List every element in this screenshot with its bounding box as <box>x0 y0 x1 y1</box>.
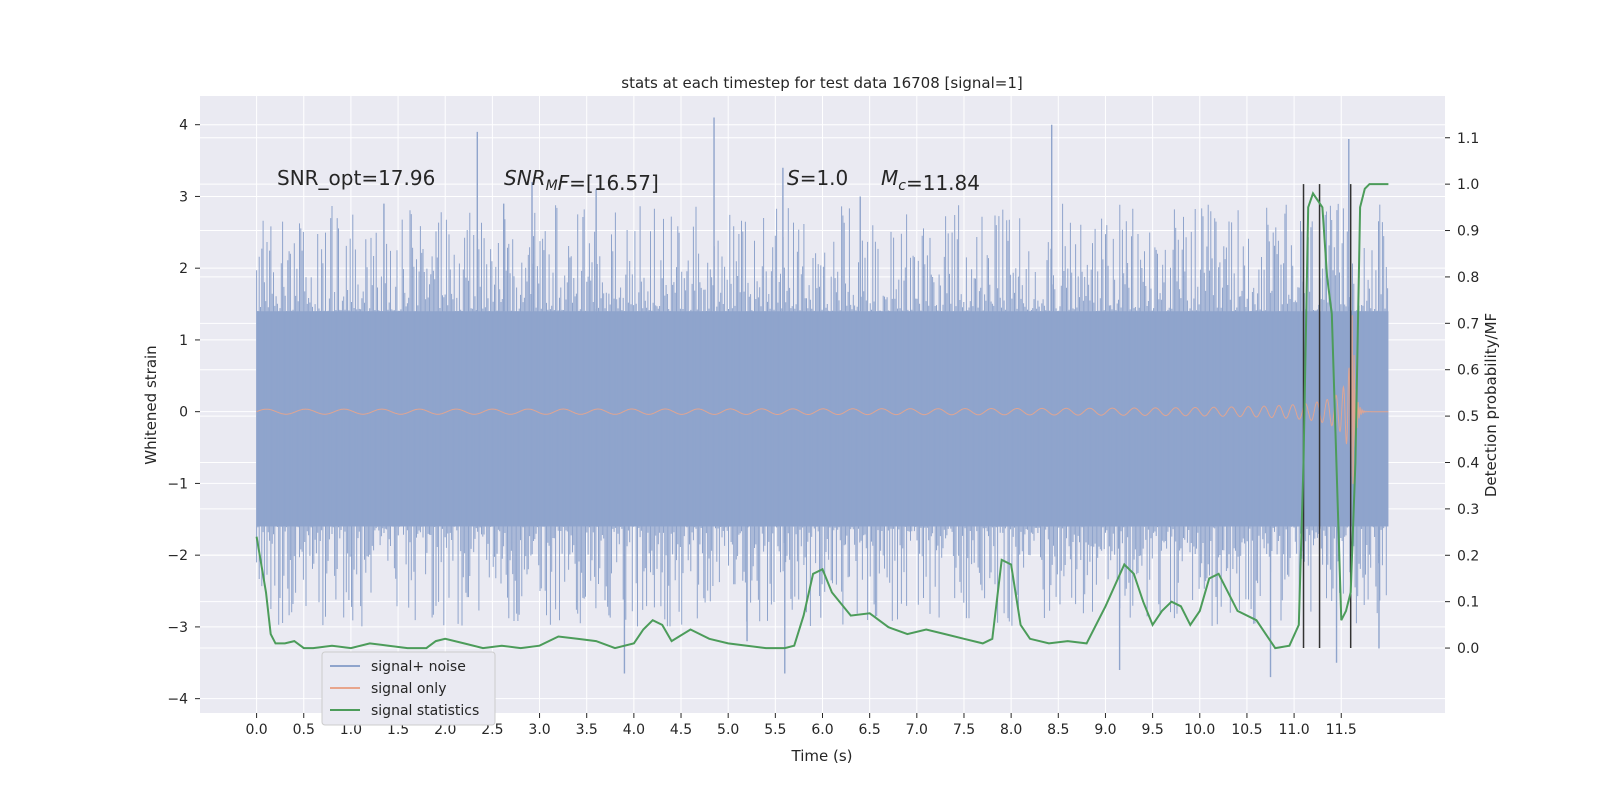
x-tick-label: 11.0 <box>1279 722 1310 738</box>
annotation-text: SNR_opt=17.96 <box>277 166 435 190</box>
x-tick-label: 3.0 <box>528 722 550 738</box>
x-tick-label: 4.5 <box>670 722 692 738</box>
x-tick-label: 2.0 <box>434 722 456 738</box>
x-tick-label: 2.5 <box>481 722 503 738</box>
y2-tick-label: 0.4 <box>1457 455 1479 471</box>
y2-tick-label: 1.1 <box>1457 131 1479 147</box>
y-axis-label: Whitened strain <box>142 345 160 464</box>
x-tick-label: 1.5 <box>387 722 409 738</box>
x-tick-label: 6.5 <box>859 722 881 738</box>
annotation-part: S <box>787 166 800 190</box>
y-tick-label: 1 <box>179 333 188 349</box>
y2-tick-label: 0.2 <box>1457 548 1479 564</box>
annotation-part: c <box>898 178 906 194</box>
signal-statistics-line <box>255 183 1389 650</box>
y2-tick-label: 0.3 <box>1457 502 1479 518</box>
annotation-text: S=1.0 <box>787 166 848 190</box>
legend-box <box>321 651 496 726</box>
x-tick-label: 10.5 <box>1231 722 1262 738</box>
x-tick-label: 9.5 <box>1141 722 1163 738</box>
x-axis-label: Time (s) <box>791 747 853 765</box>
y-tick-label: −2 <box>167 548 188 564</box>
y2-tick-label: 1.0 <box>1457 177 1479 193</box>
x-tick-label: 8.0 <box>1000 722 1022 738</box>
legend-label-signal-noise: signal+ noise <box>371 659 466 675</box>
x-tick-label: 7.0 <box>906 722 928 738</box>
x-tick-label: 3.5 <box>576 722 598 738</box>
legend-label-signal-statistics: signal statistics <box>371 703 479 719</box>
annotations: SNR_opt=17.96 SNRMF=[16.57] S=1.0 Mc=11.84 <box>277 166 980 195</box>
y-tick-label: 4 <box>179 118 188 134</box>
annotation-part: SNR_opt=17.96 <box>277 166 435 190</box>
y-tick-label: 2 <box>179 261 188 277</box>
y-tick-label: −3 <box>167 620 188 636</box>
y2-axis-label: Detection probability/MF <box>1482 313 1500 497</box>
legend: signal+ noise signal only signal statist… <box>321 651 496 726</box>
chart-title: stats at each timestep for test data 167… <box>621 74 1022 92</box>
x-tick-label: 5.5 <box>764 722 786 738</box>
y2-tick-label: 0.1 <box>1457 595 1479 611</box>
y2-tick-label: 0.5 <box>1457 409 1479 425</box>
x-tick-label: 4.0 <box>623 722 645 738</box>
y2-tick-label: 0.7 <box>1457 316 1479 332</box>
x-tick-label: 7.5 <box>953 722 975 738</box>
y-tick-label: −1 <box>167 476 188 492</box>
x-tick-label: 5.0 <box>717 722 739 738</box>
signal-only-line <box>256 315 1389 485</box>
x-tick-label: 0.5 <box>293 722 315 738</box>
x-tick-label: 6.0 <box>811 722 833 738</box>
annotation-part: =1.0 <box>800 166 849 190</box>
y2-tick-label: 0.8 <box>1457 270 1479 286</box>
y-tick-label: 3 <box>179 189 188 205</box>
y-tick-label: 0 <box>179 405 188 421</box>
y-tick-label: −4 <box>167 692 188 708</box>
annotation-text: SNRMF=[16.57] <box>504 166 659 195</box>
annotation-text: Mc=11.84 <box>881 166 980 195</box>
annotation-part: SNR <box>504 166 546 190</box>
noise-spikes <box>256 203 1389 627</box>
y2-tick-label: 0.9 <box>1457 224 1479 240</box>
annotation-part: M <box>881 166 898 190</box>
annotation-part: =11.84 <box>906 171 980 195</box>
legend-label-signal-only: signal only <box>371 681 446 697</box>
x-tick-label: 11.5 <box>1326 722 1357 738</box>
axes: 0.0 0.5 1.0 1.5 2.0 2.5 3.0 3.5 4.0 4.5 5.0 5.5 6.0 6… <box>167 118 1479 738</box>
x-tick-label: 10.0 <box>1184 722 1215 738</box>
annotation-part: F <box>558 171 570 195</box>
x-tick-label: 8.5 <box>1047 722 1069 738</box>
annotation-part: =[16.57] <box>569 171 659 195</box>
annotation-part: M <box>546 178 558 194</box>
x-tick-label: 1.0 <box>340 722 362 738</box>
x-tick-label: 9.0 <box>1094 722 1116 738</box>
x-tick-label: 0.0 <box>245 722 267 738</box>
series-layer <box>255 117 1389 678</box>
y2-tick-label: 0.0 <box>1457 641 1479 657</box>
y2-tick-label: 0.6 <box>1457 363 1479 379</box>
